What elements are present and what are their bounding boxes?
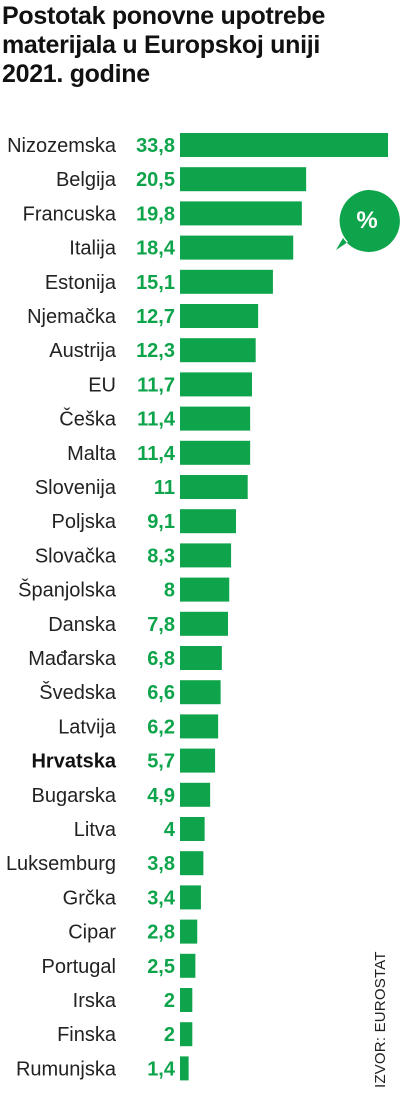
- bar: [180, 543, 232, 568]
- bar: [180, 885, 201, 910]
- bar: [180, 680, 221, 705]
- title-line-3: 2021. godine: [2, 60, 150, 88]
- value-label: 11,7: [137, 374, 175, 396]
- category-label: Rumunjska: [16, 1058, 117, 1080]
- category-label: Bugarska: [32, 785, 117, 807]
- value-label: 6,2: [147, 716, 175, 738]
- category-label: Portugal: [42, 956, 117, 978]
- category-label: Švedska: [39, 681, 117, 704]
- category-label: Nizozemska: [7, 135, 117, 157]
- value-label: 3,8: [147, 853, 175, 875]
- value-label: 11: [154, 477, 175, 499]
- bar: [180, 646, 222, 670]
- bar: [180, 509, 236, 534]
- bar: [180, 406, 251, 431]
- bar: [180, 1056, 189, 1081]
- value-label: 12,7: [136, 306, 175, 328]
- bar: [180, 235, 294, 260]
- value-label: 33,8: [136, 135, 175, 157]
- category-label: Italija: [69, 238, 117, 260]
- value-label: 20,5: [136, 169, 175, 191]
- category-label: Češka: [59, 408, 117, 431]
- category-label: Latvija: [58, 716, 117, 738]
- category-label: Austrija: [49, 340, 117, 362]
- title-line-2: materijala u Europskoj uniji: [2, 31, 321, 59]
- value-label: 18,4: [136, 238, 176, 260]
- bar: [180, 851, 204, 876]
- value-label: 6,8: [147, 648, 175, 670]
- value-label: 12,3: [136, 340, 175, 362]
- category-label: Danska: [48, 614, 117, 636]
- value-label: 2: [164, 1024, 175, 1046]
- title-line-1: Postotak ponovne upotrebe: [2, 2, 326, 30]
- value-label: 5,7: [147, 751, 175, 773]
- bar: [180, 167, 307, 192]
- chart-title: Postotak ponovne upotrebe materijala u E…: [2, 2, 392, 89]
- category-label: Litva: [74, 819, 117, 841]
- bar: [180, 338, 256, 363]
- value-label: 9,1: [147, 511, 175, 533]
- category-label: Finska: [57, 1024, 117, 1046]
- category-label: Mađarska: [28, 648, 117, 670]
- bar: [180, 577, 230, 602]
- category-label: Poljska: [52, 511, 117, 533]
- category-label: Grčka: [63, 887, 117, 909]
- category-label: Estonija: [45, 272, 117, 294]
- category-label: Njemačka: [27, 306, 117, 328]
- bar: [180, 269, 273, 294]
- bar: [180, 201, 302, 226]
- bar: [180, 748, 216, 773]
- category-label: Hrvatska: [31, 751, 116, 773]
- value-label: 3,4: [147, 887, 176, 909]
- bar: [180, 304, 259, 328]
- bar: [180, 440, 251, 465]
- bar: [180, 133, 388, 157]
- percent-badge: [336, 189, 400, 252]
- value-label: 11,4: [137, 409, 176, 431]
- bar: [180, 988, 193, 1012]
- category-label: Luksemburg: [6, 853, 116, 875]
- bar: [180, 1022, 193, 1047]
- category-label: Slovačka: [35, 545, 117, 567]
- bar: [180, 782, 211, 807]
- bar: [180, 475, 248, 499]
- category-label: Irska: [73, 990, 117, 1012]
- value-label: 15,1: [136, 272, 175, 294]
- value-label: 7,8: [147, 614, 175, 636]
- category-label: Malta: [67, 443, 117, 465]
- category-label: EU: [88, 374, 116, 396]
- value-label: 4: [164, 819, 176, 841]
- category-label: Slovenija: [35, 477, 117, 499]
- value-label: 8,3: [147, 545, 175, 567]
- value-label: 19,8: [136, 203, 175, 225]
- value-label: 1,4: [147, 1058, 176, 1080]
- bar: [180, 919, 198, 944]
- bar: [180, 817, 205, 841]
- bar: [180, 953, 196, 978]
- value-label: 8: [164, 580, 175, 602]
- value-label: 2,8: [147, 922, 175, 944]
- value-label: 2: [164, 990, 175, 1012]
- value-label: 11,4: [137, 443, 176, 465]
- category-label: Belgija: [56, 169, 117, 191]
- bar: [180, 611, 228, 636]
- percent-badge-label: %: [356, 207, 378, 234]
- bar: [180, 372, 252, 397]
- value-label: 6,6: [147, 682, 175, 704]
- value-label: 4,9: [147, 785, 175, 807]
- bar: [180, 714, 219, 739]
- category-label: Cipar: [68, 922, 116, 944]
- category-label: Francuska: [23, 203, 117, 225]
- source-note: IZVOR: EUROSTAT: [372, 951, 389, 1088]
- category-label: Španjolska: [18, 579, 117, 602]
- value-label: 2,5: [147, 956, 175, 978]
